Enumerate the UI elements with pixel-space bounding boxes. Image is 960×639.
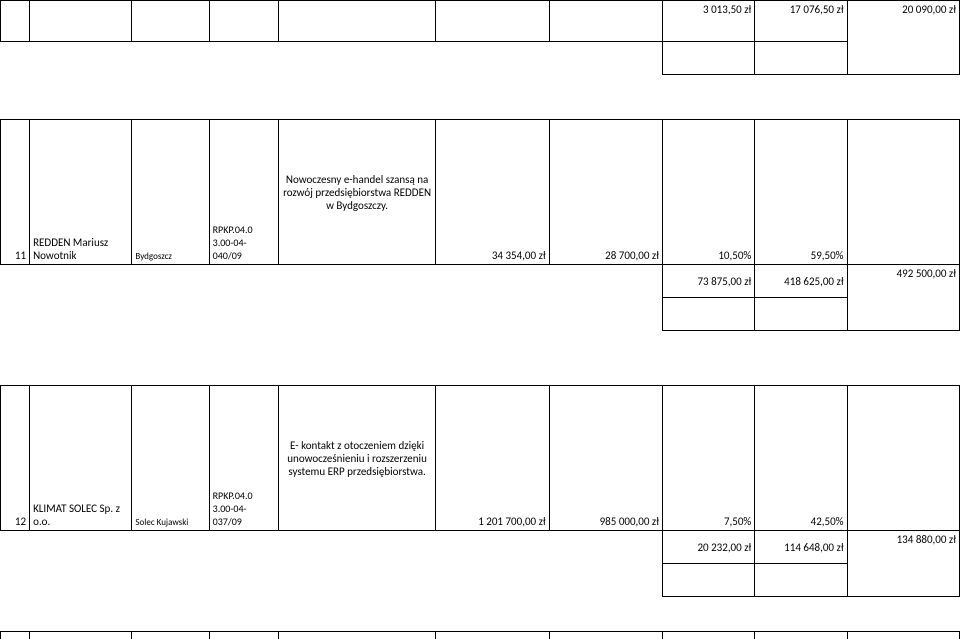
row-value-2: 28 700,00 zł bbox=[549, 120, 662, 265]
sum-c: 134 880,00 zł bbox=[847, 531, 959, 597]
cell-empty bbox=[1, 531, 663, 564]
sum-b: 114 648,00 zł bbox=[755, 531, 847, 564]
row-city: Bydgoszcz bbox=[132, 120, 209, 265]
row-value-1: 34 354,00 zł bbox=[436, 120, 549, 265]
row-name: KLIMAT SOLEC Sp. z o.o. bbox=[30, 386, 132, 531]
row-city: Grudziądz bbox=[132, 632, 209, 639]
row-desc: E- kontakt z otoczeniem dzięki unowocześ… bbox=[278, 386, 435, 531]
row-name: Refsystem Spółka z o.o. bbox=[30, 632, 132, 639]
row-pct-1: 10,50% bbox=[663, 120, 755, 265]
cell-empty bbox=[847, 386, 959, 531]
cell-empty bbox=[549, 1, 662, 42]
cell-empty bbox=[209, 1, 278, 42]
cell-empty bbox=[1, 42, 663, 75]
row-desc: Nowoczesny e-handel szansą na rozwój prz… bbox=[278, 120, 435, 265]
cell-empty bbox=[278, 1, 435, 42]
cell-empty bbox=[663, 564, 755, 597]
row-value-2: 224 800,00 zł bbox=[549, 632, 662, 639]
gap-row bbox=[1, 75, 960, 120]
row-pct-2: 42,50% bbox=[755, 386, 847, 531]
row-value-1: 1 201 700,00 zł bbox=[436, 386, 549, 531]
cell-empty bbox=[847, 632, 959, 639]
top-sum-3: 20 090,00 zł bbox=[847, 1, 959, 75]
cell-gap bbox=[1, 75, 960, 120]
cell-empty bbox=[1, 1, 30, 42]
sum-row: 73 875,00 zł 418 625,00 zł 492 500,00 zł bbox=[1, 265, 960, 298]
page: 3 013,50 zł 17 076,50 zł 20 090,00 zł 11… bbox=[0, 0, 960, 639]
row-index: 11 bbox=[1, 120, 30, 265]
row-value-1: 274 256,00 zł bbox=[436, 632, 549, 639]
gap-row bbox=[1, 331, 960, 386]
table-row: 12 KLIMAT SOLEC Sp. z o.o. Solec Kujawsk… bbox=[1, 386, 960, 531]
row-name: REDDEN Mariusz Nowotnik bbox=[30, 120, 132, 265]
cell-empty bbox=[1, 564, 663, 597]
cell-empty bbox=[755, 42, 847, 75]
table-row: 13 Refsystem Spółka z o.o. Grudziądz RPK… bbox=[1, 632, 960, 639]
cell-empty bbox=[847, 120, 959, 265]
cell-empty bbox=[1, 298, 663, 331]
row-pct-1: 9,00% bbox=[663, 632, 755, 639]
sum-row-2 bbox=[1, 564, 960, 597]
row-index: 12 bbox=[1, 386, 30, 531]
gap-row bbox=[1, 597, 960, 632]
data-table: 3 013,50 zł 17 076,50 zł 20 090,00 zł 11… bbox=[0, 0, 960, 639]
row-pct-2: 51,00% bbox=[755, 632, 847, 639]
table-row: 11 REDDEN Mariusz Nowotnik Bydgoszcz RPK… bbox=[1, 120, 960, 265]
row-code: RPKP.04.0 3.00-04-043/09 bbox=[209, 632, 278, 639]
cell-empty bbox=[1, 265, 663, 298]
row-code: RPKP.04.0 3.00-04-040/09 bbox=[209, 120, 278, 265]
sum-row-2 bbox=[1, 298, 960, 331]
cell-empty bbox=[755, 298, 847, 331]
sum-a: 20 232,00 zł bbox=[663, 531, 755, 564]
cell-empty bbox=[30, 1, 132, 42]
top-sum-1: 3 013,50 zł bbox=[663, 1, 755, 42]
top-row-2 bbox=[1, 42, 960, 75]
cell-empty bbox=[436, 1, 549, 42]
cell-gap bbox=[1, 597, 960, 632]
row-code: RPKP.04.0 3.00-04-037/09 bbox=[209, 386, 278, 531]
row-city: Solec Kujawski bbox=[132, 386, 209, 531]
sum-row: 20 232,00 zł 114 648,00 zł 134 880,00 zł bbox=[1, 531, 960, 564]
top-row: 3 013,50 zł 17 076,50 zł 20 090,00 zł bbox=[1, 1, 960, 42]
cell-empty bbox=[663, 42, 755, 75]
top-sum-2: 17 076,50 zł bbox=[755, 1, 847, 42]
sum-b: 418 625,00 zł bbox=[755, 265, 847, 298]
sum-a: 73 875,00 zł bbox=[663, 265, 755, 298]
row-value-2: 985 000,00 zł bbox=[549, 386, 662, 531]
cell-empty bbox=[663, 298, 755, 331]
row-pct-2: 59,50% bbox=[755, 120, 847, 265]
row-index: 13 bbox=[1, 632, 30, 639]
cell-gap bbox=[1, 331, 960, 386]
cell-empty bbox=[132, 1, 209, 42]
row-pct-1: 7,50% bbox=[663, 386, 755, 531]
sum-c: 492 500,00 zł bbox=[847, 265, 959, 331]
cell-empty bbox=[755, 564, 847, 597]
row-desc: Uruchomienie e-sklepu przez Refsystem Sp… bbox=[278, 632, 435, 639]
